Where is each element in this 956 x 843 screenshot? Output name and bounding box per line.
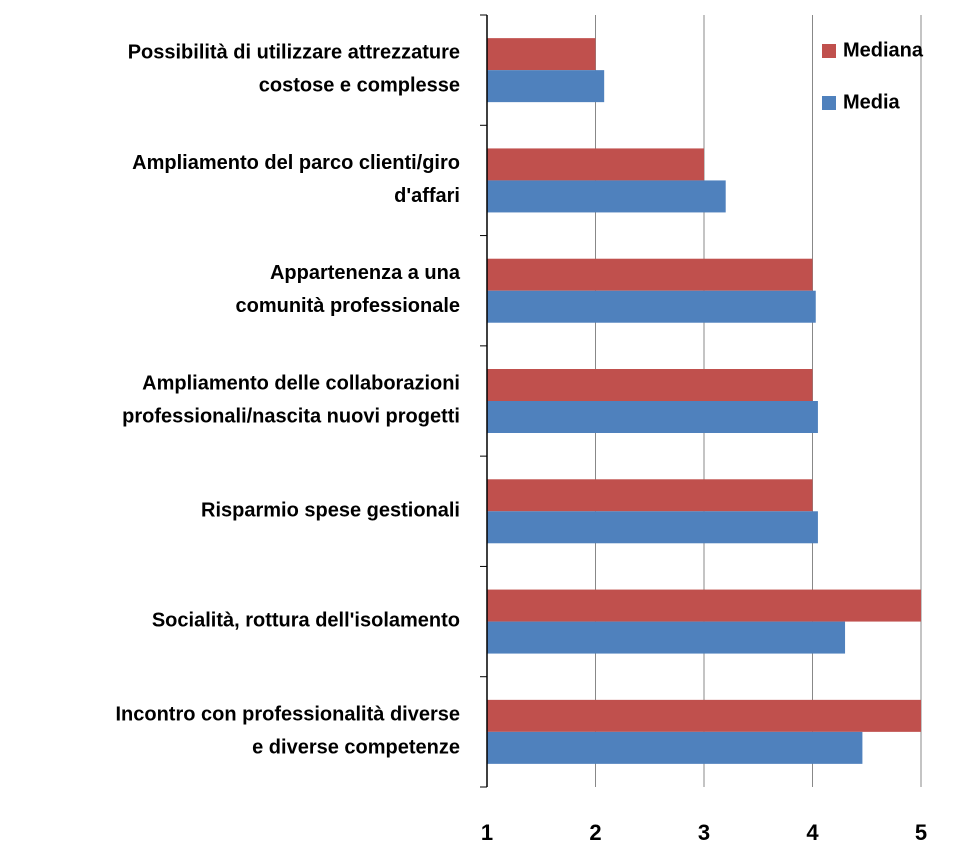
legend-swatch	[822, 96, 836, 110]
bar	[487, 731, 863, 764]
bar	[487, 401, 818, 433]
y-tick-label: Risparmio spese gestionali	[201, 500, 460, 522]
bar	[487, 511, 818, 544]
bar	[487, 38, 596, 71]
bar	[487, 699, 921, 732]
x-tick-label: 2	[589, 820, 601, 843]
bar	[487, 621, 846, 654]
x-tick-label: 4	[806, 820, 819, 843]
x-tick-label: 5	[915, 820, 927, 843]
bar	[487, 148, 704, 181]
bar	[487, 290, 816, 323]
bar	[487, 70, 605, 103]
legend-label: Media	[843, 91, 901, 113]
bar	[487, 589, 921, 622]
bar	[487, 180, 726, 213]
bar	[487, 479, 813, 512]
x-tick-label: 1	[481, 820, 493, 843]
legend-swatch	[822, 44, 836, 58]
x-tick-label: 3	[698, 820, 710, 843]
y-tick-label: Socialità, rottura dell'isolamento	[152, 610, 460, 632]
y-tick-label: Possibilità di utilizzare attrezzature co…	[128, 42, 460, 97]
bar	[487, 258, 813, 291]
y-tick-label: Ampliamento delle collaborazioni professi…	[122, 373, 460, 428]
legend-label: Mediana	[843, 39, 924, 61]
y-tick-label: Incontro con professionalità diverse e di…	[115, 704, 460, 759]
y-tick-label: Appartenenza a una comunità professionale	[236, 262, 461, 317]
y-tick-label: Ampliamento del parco clienti/giro d'affa…	[132, 152, 460, 207]
bar	[487, 369, 813, 401]
